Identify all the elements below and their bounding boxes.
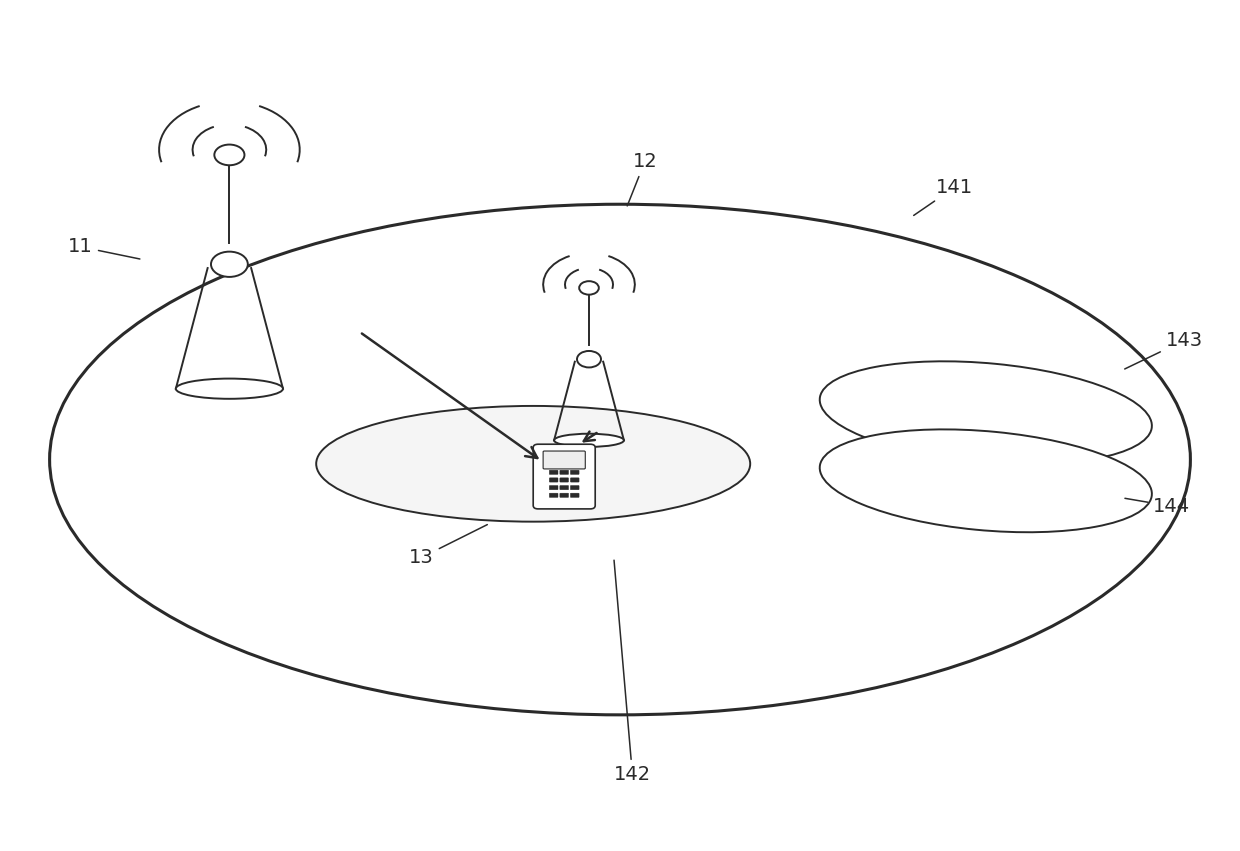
- FancyBboxPatch shape: [549, 470, 558, 474]
- FancyBboxPatch shape: [560, 477, 569, 482]
- Text: 11: 11: [68, 237, 140, 259]
- Ellipse shape: [554, 434, 624, 447]
- Ellipse shape: [820, 362, 1152, 464]
- FancyBboxPatch shape: [549, 477, 558, 482]
- Text: 142: 142: [614, 560, 651, 784]
- Ellipse shape: [316, 406, 750, 522]
- FancyBboxPatch shape: [570, 485, 579, 490]
- Circle shape: [215, 145, 244, 165]
- FancyBboxPatch shape: [560, 485, 569, 490]
- FancyBboxPatch shape: [549, 485, 558, 490]
- Text: 13: 13: [409, 524, 487, 567]
- FancyBboxPatch shape: [570, 477, 579, 482]
- Ellipse shape: [176, 379, 283, 399]
- FancyBboxPatch shape: [560, 470, 569, 474]
- FancyBboxPatch shape: [570, 494, 579, 497]
- Circle shape: [211, 252, 248, 277]
- Text: 141: 141: [914, 178, 973, 215]
- FancyBboxPatch shape: [560, 494, 569, 497]
- Ellipse shape: [820, 430, 1152, 532]
- Circle shape: [577, 351, 601, 368]
- FancyBboxPatch shape: [570, 470, 579, 474]
- Circle shape: [579, 281, 599, 294]
- FancyBboxPatch shape: [549, 494, 558, 497]
- Text: 12: 12: [627, 152, 657, 206]
- FancyBboxPatch shape: [533, 444, 595, 509]
- Text: 143: 143: [1125, 331, 1203, 369]
- Text: 144: 144: [1125, 497, 1190, 516]
- FancyBboxPatch shape: [543, 451, 585, 469]
